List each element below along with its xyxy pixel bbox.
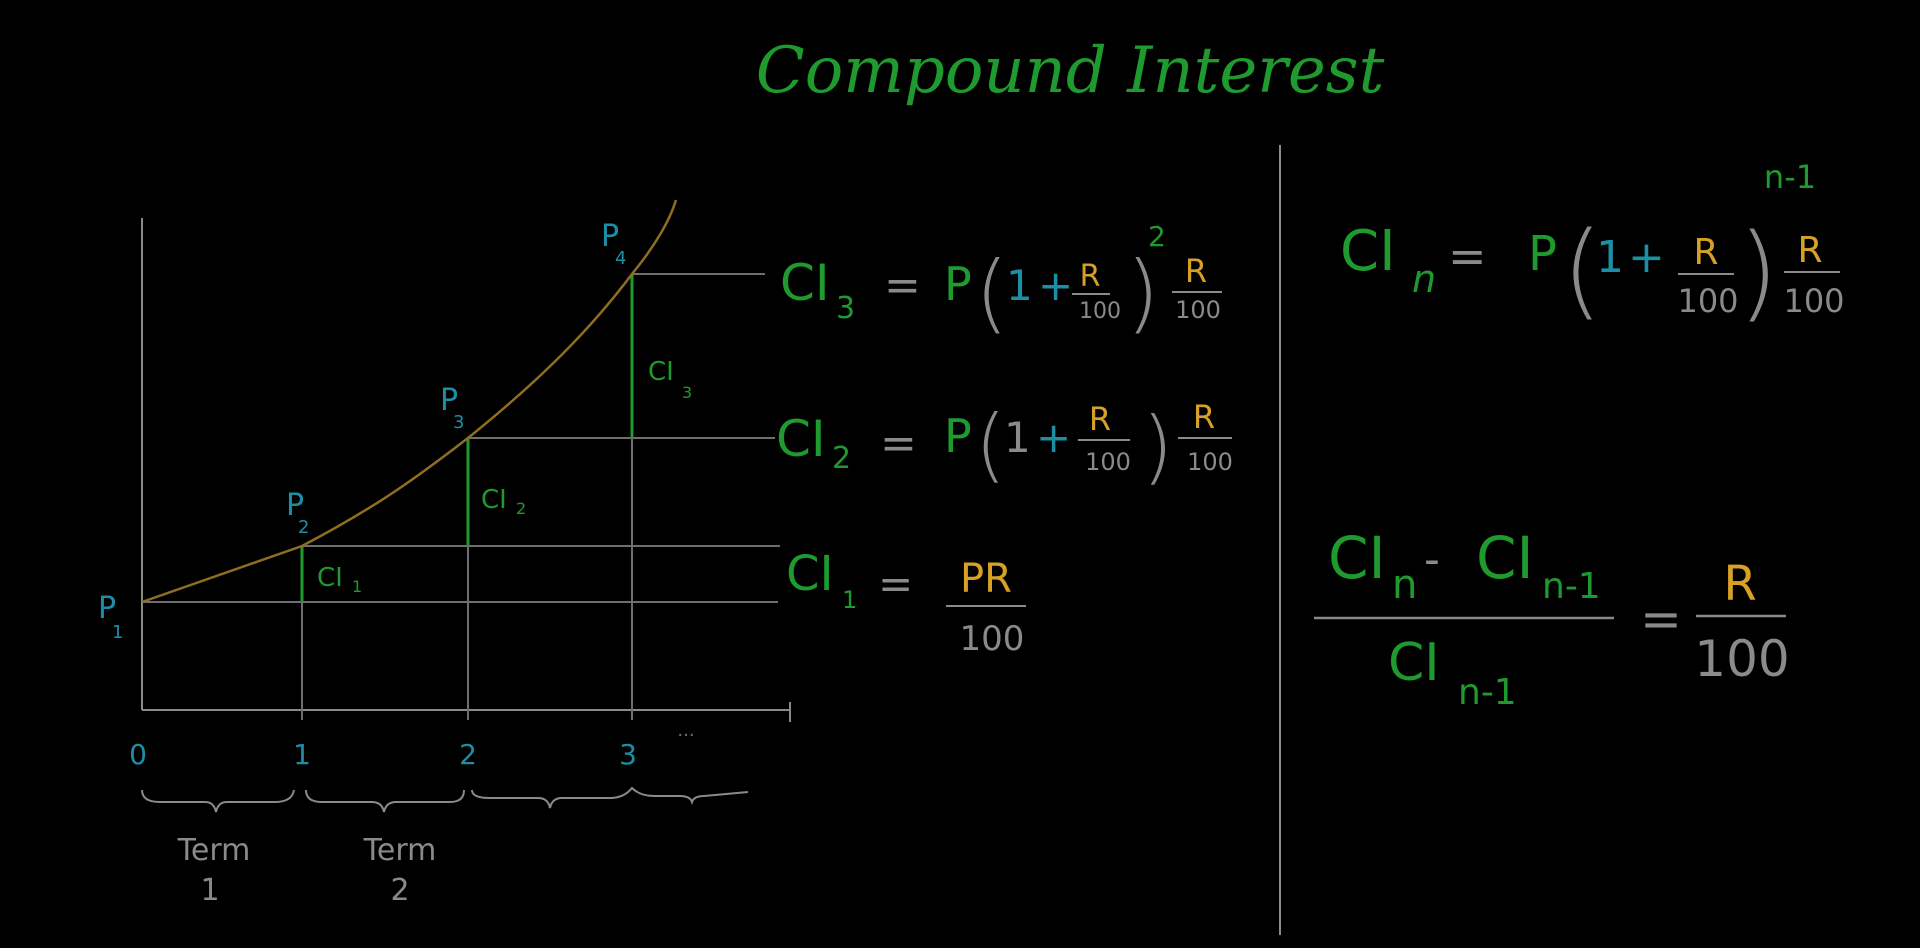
ci3-graph-sub: 3 bbox=[682, 383, 692, 402]
cin-open-paren: ( bbox=[1562, 209, 1603, 331]
equation-ci2: CI 2 = P ( 1 + R 100 ) R 100 bbox=[776, 398, 1233, 493]
ci1-lhs-sub: 1 bbox=[842, 586, 857, 614]
equation-ratio: CI n - CI n-1 CI n-1 = R 100 bbox=[1314, 524, 1790, 713]
ci3-100-outer: 100 bbox=[1175, 296, 1221, 324]
p2-sub: 2 bbox=[298, 517, 309, 538]
p2-label: P bbox=[286, 488, 304, 523]
ci3-close-paren: ) bbox=[1126, 243, 1160, 343]
ci2-r-inner: R bbox=[1089, 400, 1111, 438]
brace-term-2 bbox=[305, 789, 465, 813]
page-title: Compound Interest bbox=[756, 34, 1385, 108]
ci2-close-paren: ) bbox=[1142, 400, 1173, 493]
ratio-r: R bbox=[1723, 556, 1756, 612]
ratio-ci-den: CI bbox=[1388, 633, 1440, 693]
ci1-equals: = bbox=[878, 559, 913, 608]
ci2-open-paren: ( bbox=[975, 398, 1006, 491]
ci2-lhs: CI bbox=[776, 410, 826, 468]
ci1-denominator: 100 bbox=[960, 619, 1025, 659]
ci1-graph-sub: 1 bbox=[352, 577, 362, 596]
cin-exponent: n-1 bbox=[1764, 158, 1816, 196]
ratio-sub-n1-top: n-1 bbox=[1542, 566, 1601, 607]
ci1-graph-label: CI bbox=[317, 563, 343, 593]
term-2-word: Term bbox=[363, 833, 437, 868]
ci3-p: P bbox=[944, 257, 972, 311]
x-tick-3: 3 bbox=[619, 738, 637, 771]
ratio-sub-n: n bbox=[1392, 562, 1417, 608]
ratio-sub-n1-bottom: n-1 bbox=[1458, 672, 1517, 713]
ratio-ci-b: CI bbox=[1476, 524, 1534, 592]
cin-p: P bbox=[1528, 226, 1557, 282]
ratio-minus: - bbox=[1424, 534, 1440, 585]
p4-label: P bbox=[601, 219, 619, 254]
ratio-equals: = bbox=[1640, 590, 1682, 648]
cin-close-paren: ) bbox=[1738, 211, 1779, 333]
ci3-r-outer: R bbox=[1185, 252, 1207, 290]
brace-term-3 bbox=[471, 786, 749, 809]
cin-lhs-sub: n bbox=[1412, 257, 1436, 301]
x-tick-0: 0 bbox=[129, 738, 147, 771]
x-tick-1: 1 bbox=[293, 738, 311, 771]
p3-label: P bbox=[440, 383, 458, 418]
ci1-lhs: CI bbox=[786, 546, 834, 602]
p4-sub: 4 bbox=[615, 248, 626, 269]
ci3-plus: + bbox=[1038, 261, 1073, 310]
ratio-ci-a: CI bbox=[1328, 524, 1386, 592]
p1-label: P bbox=[98, 591, 116, 626]
p3-sub: 3 bbox=[453, 412, 464, 433]
ci3-r-inner: R bbox=[1080, 259, 1101, 294]
cin-100-inner: 100 bbox=[1677, 282, 1738, 320]
growth-curve bbox=[141, 199, 678, 604]
equation-ci-n: CI n = P ( 1 + R 100 ) n-1 R 100 bbox=[1340, 158, 1845, 333]
ci3-equals: = bbox=[884, 260, 921, 311]
ci3-one: 1 bbox=[1006, 261, 1033, 310]
ci3-exponent: 2 bbox=[1148, 220, 1166, 253]
x-tick-2: 2 bbox=[459, 738, 477, 771]
ci3-100-inner: 100 bbox=[1079, 299, 1121, 324]
ratio-100: 100 bbox=[1694, 630, 1789, 688]
equation-ci1: CI 1 = PR 100 bbox=[786, 546, 1026, 659]
ci2-r-outer: R bbox=[1193, 398, 1215, 436]
ci2-equals: = bbox=[880, 418, 917, 469]
term-braces bbox=[141, 786, 749, 813]
cin-lhs: CI bbox=[1340, 219, 1396, 284]
equation-ci3: CI 3 = P ( 1 + R 100 ) 2 R 100 bbox=[780, 220, 1222, 343]
term-2-num: 2 bbox=[390, 873, 409, 908]
ci1-numerator: PR bbox=[960, 556, 1012, 602]
ci2-graph-sub: 2 bbox=[516, 499, 526, 518]
ci3-lhs-sub: 3 bbox=[836, 291, 855, 326]
term-1-num: 1 bbox=[200, 873, 219, 908]
cin-one: 1 bbox=[1596, 232, 1624, 283]
ci3-lhs: CI bbox=[780, 254, 830, 312]
cin-r-outer: R bbox=[1797, 230, 1822, 271]
compound-interest-graph: P 1 P 2 P 3 P 4 CI 1 CI 2 CI 3 0 1 2 3 .… bbox=[98, 199, 791, 908]
cin-100-outer: 100 bbox=[1783, 282, 1844, 320]
ci2-one: 1 bbox=[1004, 413, 1031, 462]
cin-plus: + bbox=[1628, 232, 1665, 283]
p1-sub: 1 bbox=[112, 622, 123, 643]
ci3-open-paren: ( bbox=[975, 243, 1009, 343]
ci2-graph-label: CI bbox=[481, 485, 507, 515]
ci2-100-outer: 100 bbox=[1187, 448, 1233, 476]
brace-term-1 bbox=[141, 789, 295, 813]
cin-r-inner: R bbox=[1693, 232, 1718, 273]
ci2-100-inner: 100 bbox=[1085, 448, 1131, 476]
ci2-p: P bbox=[944, 409, 972, 463]
cin-equals: = bbox=[1448, 229, 1487, 283]
x-tick-ellipsis: ... bbox=[677, 720, 694, 741]
ci2-lhs-sub: 2 bbox=[832, 441, 851, 476]
ci3-graph-label: CI bbox=[648, 357, 674, 387]
ci2-plus: + bbox=[1036, 413, 1071, 462]
term-1-word: Term bbox=[177, 833, 251, 868]
